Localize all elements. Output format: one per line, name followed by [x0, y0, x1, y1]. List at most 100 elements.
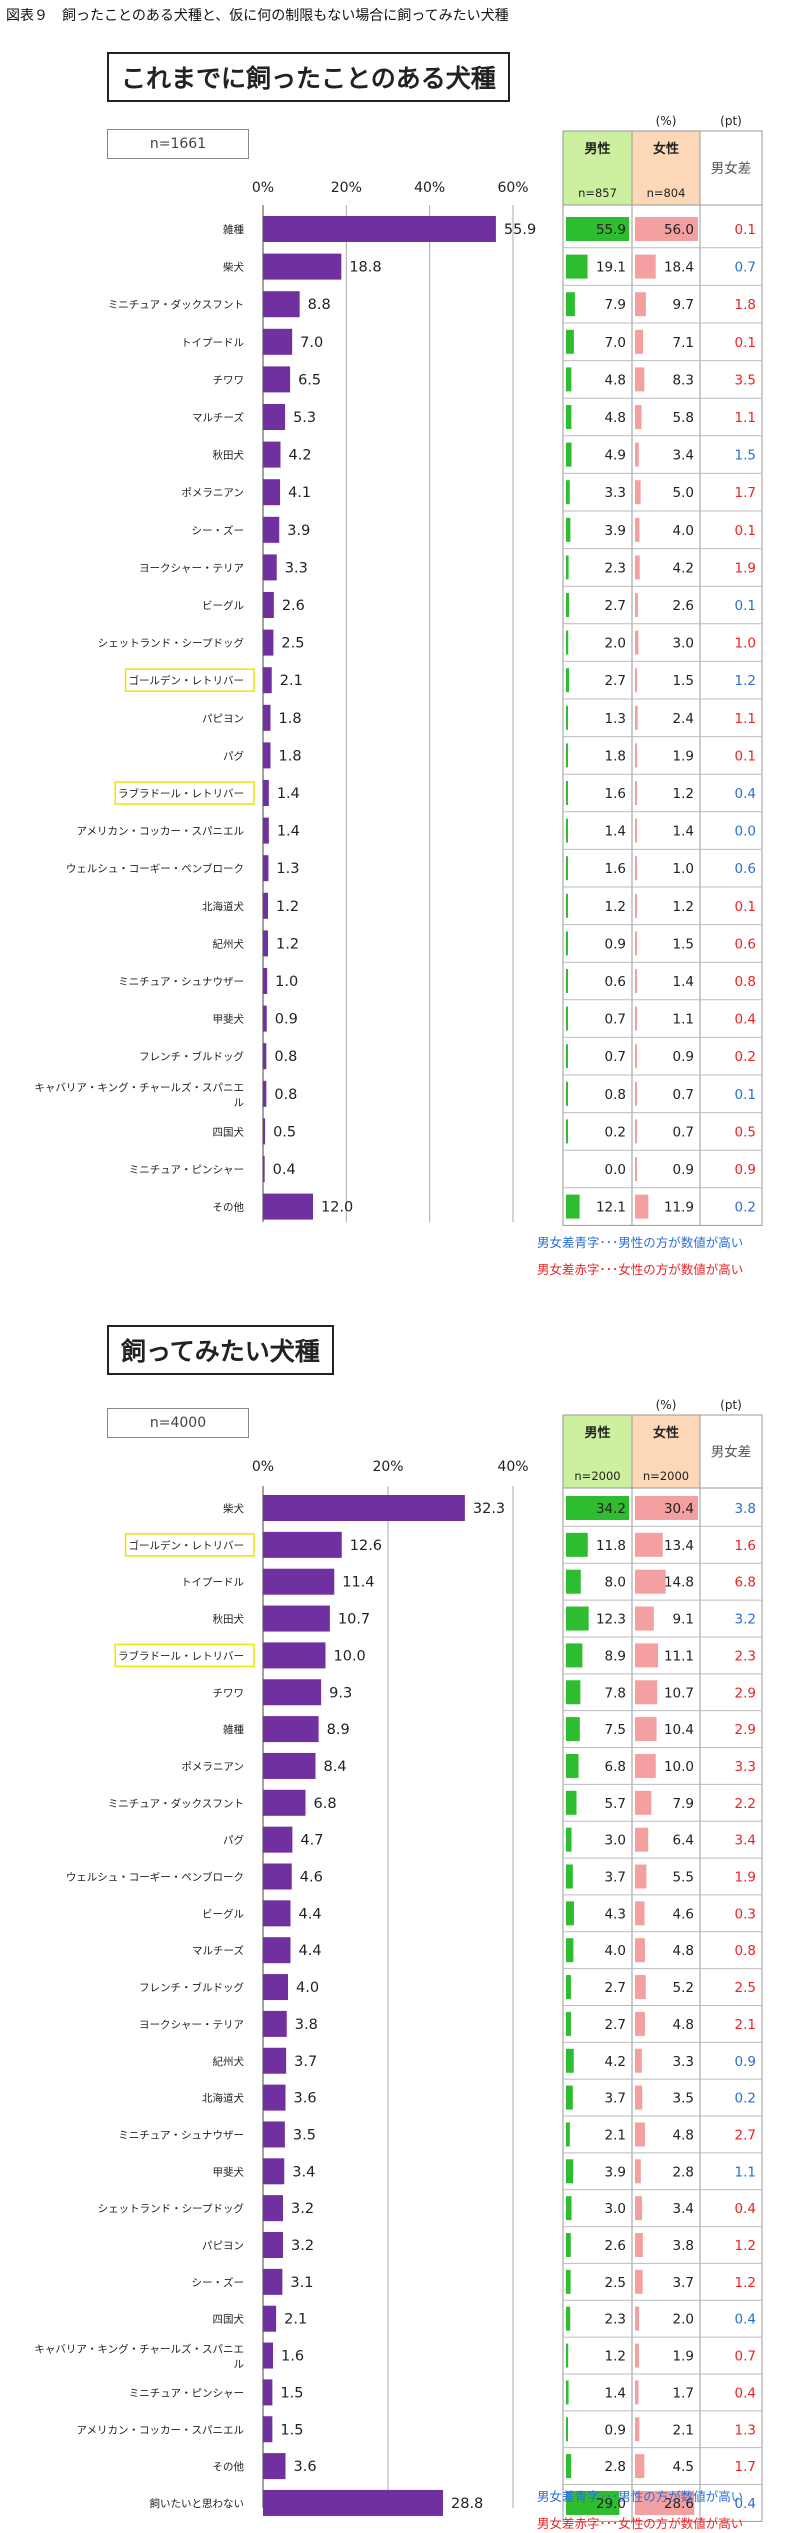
chart2-female-value: 10.4 — [664, 1722, 694, 1738]
chart2-male-bar — [566, 2011, 571, 2036]
chart1-diff-header: 男女差 — [711, 160, 752, 177]
chart1-category-label: 四国犬 — [213, 1125, 245, 1138]
chart1-female-value: 3.0 — [673, 636, 694, 652]
chart2-female-value: 4.6 — [673, 1906, 694, 1922]
chart1-female-bar — [635, 781, 637, 805]
chart2-bar — [263, 2268, 283, 2295]
chart2-value-label: 4.7 — [300, 1833, 323, 1849]
chart1-category-label: ウェルシュ・コーギー・ペンブローク — [66, 862, 244, 875]
chart2-value-label: 4.0 — [296, 1980, 319, 1996]
chart1-category-label: フレンチ・ブルドッグ — [139, 1050, 244, 1063]
chart2-category-label: シェットランド・シープドッグ — [98, 2202, 245, 2215]
chart1-female-bar — [635, 1044, 637, 1069]
chart2-diff-value: 3.8 — [735, 1501, 756, 1517]
chart1-category-label: ビーグル — [202, 599, 244, 612]
chart2-male-value: 8.9 — [605, 1648, 626, 1664]
chart2-male-bar — [566, 1717, 580, 1742]
chart1-female-bar — [635, 969, 637, 993]
chart2-female-value: 4.8 — [673, 2127, 694, 2143]
chart1-bar — [263, 892, 268, 919]
chart2-male-value: 3.0 — [605, 1833, 626, 1849]
chart1-male-value: 0.9 — [605, 936, 626, 952]
chart2-male-bar — [566, 2048, 574, 2073]
chart2-value-label: 3.6 — [294, 2459, 317, 2475]
chart2-male-value: 34.2 — [596, 1501, 626, 1517]
chart1-male-value: 1.8 — [605, 748, 626, 764]
chart2-female-value: 13.4 — [664, 1538, 694, 1554]
chart1-male-value: 1.6 — [605, 786, 626, 802]
chart2-bar — [263, 1679, 322, 1706]
chart2-bar — [263, 2416, 273, 2443]
chart2-category-label: マルチーズ — [192, 1944, 244, 1957]
chart1-male-value: 2.7 — [605, 598, 626, 614]
chart1-diff-value: 1.9 — [735, 560, 756, 576]
chart2-male-bar — [566, 1901, 574, 1926]
chart1-male-value: 1.4 — [605, 824, 626, 840]
chart2-male-bar — [566, 1569, 581, 1594]
chart2-male-value: 3.9 — [605, 2164, 626, 2180]
chart1-male-bar — [566, 1006, 568, 1031]
chart2-female-bar — [635, 2122, 645, 2147]
chart2-bar — [263, 1789, 306, 1816]
chart2-diff-value: 0.4 — [735, 2385, 756, 2401]
chart1-male-value: 4.9 — [605, 448, 626, 464]
chart2-svg: 0% 20% 40% 柴犬 32.3 ゴールデン・レトリバー 12.6 トイプードル 11.4 秋… — [34, 1398, 763, 2522]
chart2-male-bar — [566, 2233, 571, 2257]
chart1-female-bar — [635, 405, 642, 429]
chart2-male-n: n=2000 — [574, 1469, 620, 1483]
chart1-value-label: 5.3 — [293, 410, 316, 426]
chart2-male-bar — [566, 1827, 572, 1852]
chart1-female-bar — [635, 743, 638, 768]
chart1-bar — [263, 554, 277, 581]
chart2-female-bar — [635, 1569, 666, 1594]
chart2-category-label: 四国犬 — [213, 2313, 245, 2326]
chart2-female-bar — [635, 2159, 641, 2184]
chart1-female-value: 0.9 — [673, 1049, 694, 1065]
chart2-category-label: ラブラドール・レトリバー — [118, 1649, 244, 1662]
chart1-diff-value: 0.7 — [735, 260, 756, 276]
chart1-male-bar — [566, 367, 572, 392]
chart1-bar — [263, 968, 268, 994]
chart2-diff-value: 2.3 — [735, 1648, 756, 1664]
chart2-category-label: ミニチュア・シュナウザー — [118, 2129, 244, 2141]
chart1-female-bar — [635, 893, 637, 918]
chart2-female-bar — [635, 1606, 654, 1631]
chart1-female-bar — [635, 1081, 637, 1106]
chart2-female-value: 3.7 — [673, 2275, 694, 2291]
chart1-sample-size: n=1661 — [107, 129, 249, 159]
chart2-diff-value: 1.3 — [735, 2422, 756, 2438]
chart2-title: 飼ってみたい犬種 — [107, 1325, 334, 1375]
chart2-value-label: 3.7 — [294, 2054, 317, 2070]
chart1-male-value: 12.1 — [596, 1200, 626, 1216]
chart1-category-label: その他 — [213, 1201, 245, 1214]
chart2-category-label: 雑種 — [223, 1723, 244, 1736]
chart2-bar — [263, 2305, 277, 2332]
chart2-bar — [263, 2047, 287, 2074]
chart2-bar — [263, 1716, 319, 1743]
chart2-female-bar — [635, 1643, 659, 1668]
chart1-female-n: n=804 — [647, 186, 686, 200]
chart2-female-bar — [635, 1827, 649, 1852]
chart2-male-bar — [566, 2159, 574, 2184]
chart2-category-label: シー・ズー — [192, 2276, 245, 2289]
chart2-diff-value: 0.9 — [735, 2054, 756, 2070]
chart2-male-value: 29.0 — [596, 2496, 626, 2512]
chart1-male-n: n=857 — [578, 186, 617, 200]
chart2-male-header-bg — [563, 1415, 632, 1488]
chart1-female-value: 2.4 — [673, 711, 694, 727]
chart1-category-label: シー・ズー — [192, 524, 245, 537]
chart1-diff-value: 0.1 — [735, 523, 756, 539]
chart1-female-value: 18.4 — [664, 260, 694, 276]
chart1-value-label: 0.4 — [273, 1162, 296, 1178]
chart1-female-bar — [635, 480, 641, 505]
chart1-value-label: 0.8 — [274, 1049, 297, 1065]
chart2-female-value: 2.0 — [673, 2312, 694, 2328]
chart1-female-value: 1.2 — [673, 786, 694, 802]
chart2-male-value: 4.2 — [605, 2054, 626, 2070]
chart2-female-bar — [635, 2196, 643, 2221]
chart2-tick-label: 20% — [372, 1459, 403, 1475]
chart2-female-value: 30.4 — [664, 1501, 694, 1517]
chart1-female-bar — [635, 931, 637, 956]
chart2-male-value: 6.8 — [605, 1759, 626, 1775]
chart1-female-bar — [635, 217, 698, 241]
